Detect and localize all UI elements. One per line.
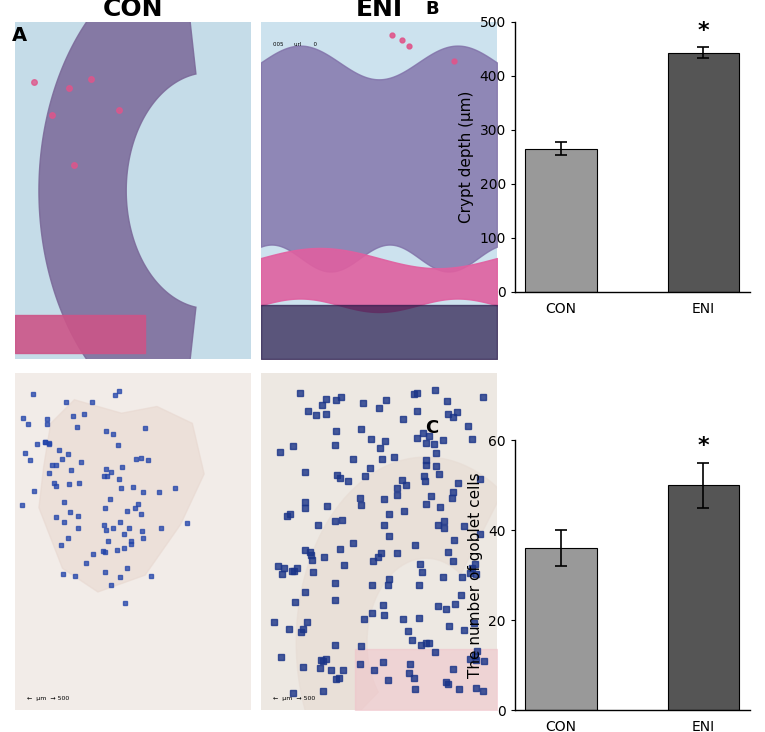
Polygon shape (39, 400, 204, 592)
Title: ENI: ENI (355, 0, 402, 21)
Y-axis label: Crypt depth (μm): Crypt depth (μm) (459, 91, 474, 223)
Text: ←  μm  → 500: ← μm → 500 (272, 696, 315, 701)
Polygon shape (39, 0, 196, 430)
Text: A: A (11, 26, 27, 45)
Text: *: * (698, 436, 709, 456)
Text: 005      url       0: 005 url 0 (272, 42, 317, 47)
Bar (526, 149, 597, 292)
Text: ←  μm  → 500: ← μm → 500 (27, 696, 70, 701)
Bar (668, 53, 739, 292)
Text: B: B (425, 1, 439, 18)
Bar (668, 485, 739, 710)
Title: CON: CON (103, 0, 164, 21)
Polygon shape (296, 457, 503, 732)
Text: C: C (425, 419, 439, 436)
Bar (526, 548, 597, 710)
Text: *: * (698, 20, 709, 41)
Y-axis label: The number of goblet cells: The number of goblet cells (467, 472, 483, 678)
